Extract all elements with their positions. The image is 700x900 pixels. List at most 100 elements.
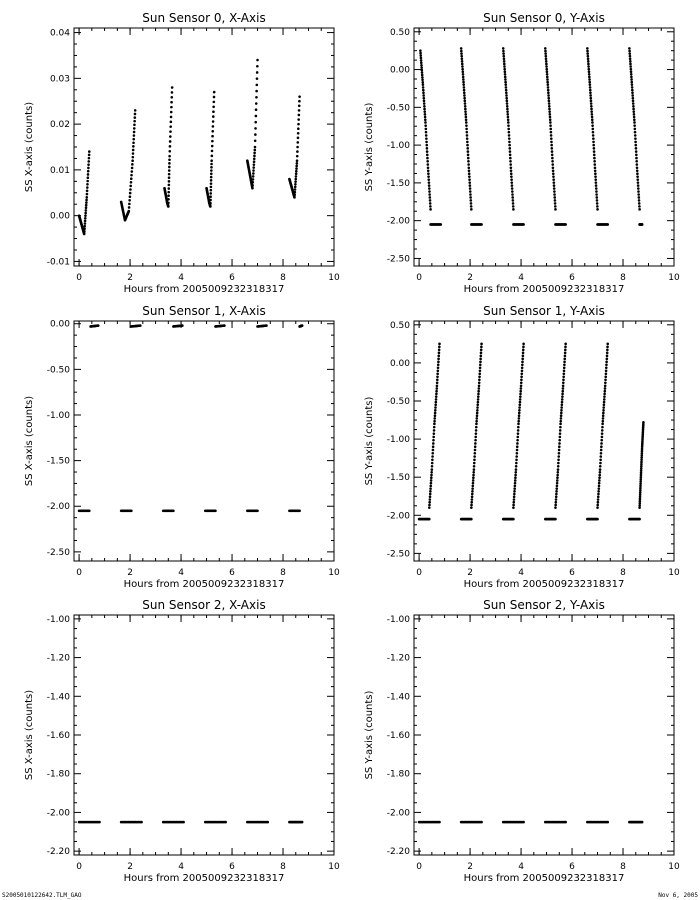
data-point [168,149,172,153]
plot-frame [73,614,335,856]
y-tick-label: 0.04 [50,29,70,39]
data-point [640,462,643,466]
data-point [477,381,481,385]
data-point [555,484,559,488]
data-point [461,70,465,74]
y-tick-label: -1.00 [387,615,411,625]
x-axis-label: Hours from 2005009232318317 [464,579,625,590]
data-point [252,160,256,164]
data-point [427,178,431,181]
data-point [504,78,507,81]
y-tick-label: -2.50 [387,254,411,264]
data-point [593,166,597,170]
data-point [169,110,173,114]
data-point [467,163,470,166]
data-point [553,199,557,202]
data-point [588,75,591,79]
data-point [517,411,521,415]
data-point [433,417,437,420]
data-point [428,190,431,193]
data-point [294,180,297,183]
data-point [629,73,633,76]
data-point [421,83,425,86]
data-point [547,96,551,100]
data-point [519,381,523,385]
data-point [554,208,557,211]
data-point [167,201,170,205]
data-point [512,506,515,509]
data-point [555,481,559,485]
data-point [637,202,641,205]
data-point [628,52,632,55]
data-point [424,121,427,124]
data-point [587,67,591,71]
data-point [518,398,522,401]
data-point [435,387,439,390]
data-point [636,184,640,187]
data-point [548,115,552,119]
data-point [468,184,472,187]
data-point [635,166,639,170]
data-point [635,153,638,157]
data-point [552,178,555,181]
data-point [472,468,476,471]
data-point [210,144,214,148]
data-point [470,495,474,499]
data-point [520,372,524,376]
data-point [521,354,525,358]
y-axis-label: SS Y-axis (counts) [364,102,375,191]
chart-panel-4: Sun Sensor 1, Y-Axis 0 2 4 6 8 10 0.50 0.00 -0.50… [364,304,680,590]
x-tick-label: 0 [416,862,422,872]
data-point [170,105,173,109]
data-point [420,73,424,77]
data-point [521,360,524,364]
data-point [515,445,519,449]
x-axis-label: Hours from 2005009232318317 [464,284,625,295]
data-point [592,140,595,144]
data-point [465,127,468,131]
data-point [132,130,136,134]
data-point [502,60,506,63]
data-point [560,408,563,412]
data-point [551,156,554,160]
data-point [253,154,256,158]
data-point [561,395,564,398]
data-point [629,65,632,68]
data-point [633,130,637,134]
data-segment [214,324,226,328]
data-point [169,125,172,129]
data-point [132,141,135,145]
y-tick-label: -2.00 [47,502,71,512]
data-point [431,448,435,452]
data-point [251,175,255,178]
data-point [294,175,298,178]
data-point [428,202,432,205]
data-point [427,184,431,187]
data-point [639,488,642,492]
data-point [602,406,606,409]
data-series [417,342,645,521]
data-point [639,467,643,470]
data-point [423,115,427,119]
data-point [562,369,566,373]
data-point [476,406,479,409]
data-point [435,389,438,393]
data-point [550,150,554,153]
data-point [595,190,598,193]
data-point [469,205,473,208]
data-point [209,201,212,205]
data-point [550,153,554,157]
data-point [426,163,430,166]
data-point [606,345,609,349]
data-point [630,86,634,89]
data-point [96,324,100,327]
data-point [515,448,519,452]
data-point [478,372,482,376]
data-point [437,360,440,364]
data-point [639,475,643,479]
data-segment [119,509,133,513]
y-tick-label: -1.60 [387,731,411,741]
data-point [594,187,598,190]
data-point [637,187,640,190]
